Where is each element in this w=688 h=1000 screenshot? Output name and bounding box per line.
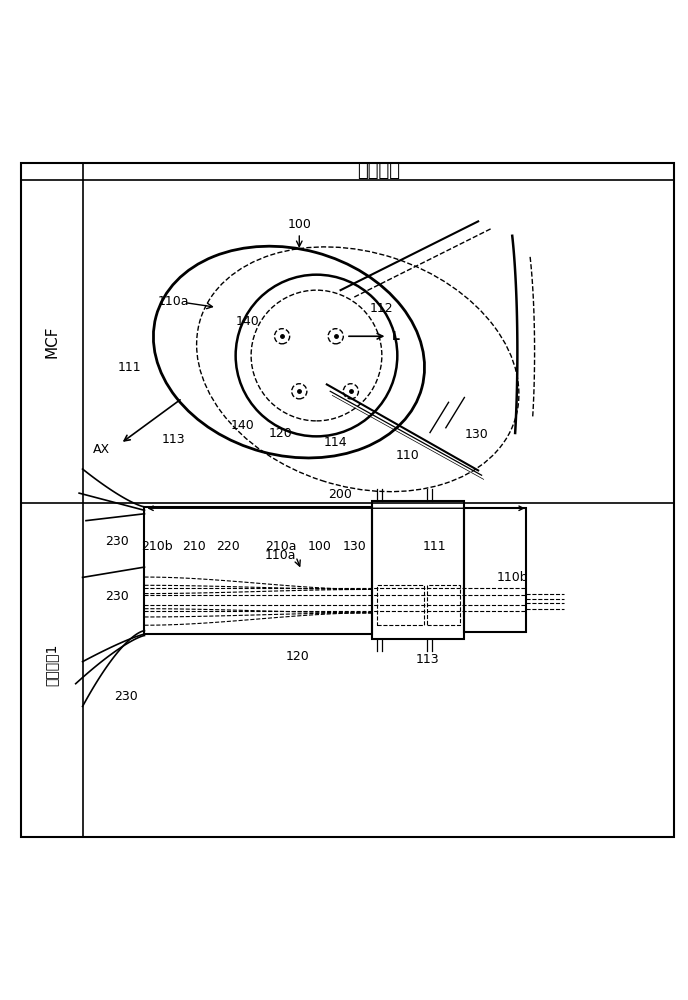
Text: 光组合器1: 光组合器1	[45, 644, 58, 686]
Text: 120: 120	[269, 427, 292, 440]
Text: 120: 120	[286, 650, 309, 663]
Text: 230: 230	[114, 690, 138, 703]
Text: 220: 220	[217, 540, 240, 553]
Text: 基本结构: 基本结构	[357, 162, 400, 180]
Text: 210: 210	[182, 540, 206, 553]
Text: 200: 200	[329, 488, 352, 501]
Text: 110a: 110a	[265, 549, 297, 562]
Text: MCF: MCF	[44, 326, 59, 358]
Text: AX: AX	[94, 443, 110, 456]
Text: 113: 113	[162, 433, 185, 446]
Text: L: L	[392, 330, 400, 343]
Bar	[372, 501, 464, 639]
Text: 113: 113	[416, 653, 440, 666]
Text: 100: 100	[308, 540, 332, 553]
Text: 112: 112	[370, 302, 394, 315]
Text: 130: 130	[464, 428, 488, 441]
Text: 210a: 210a	[265, 540, 297, 553]
Text: 110a: 110a	[158, 295, 189, 308]
Bar	[427, 585, 460, 625]
Bar	[464, 508, 526, 632]
Text: 110: 110	[396, 449, 419, 462]
Text: 111: 111	[118, 361, 141, 374]
Text: 230: 230	[105, 590, 129, 603]
Text: 114: 114	[324, 436, 347, 449]
Bar	[377, 585, 424, 625]
Text: 100: 100	[288, 218, 311, 231]
Bar	[144, 507, 372, 634]
Text: 140: 140	[230, 419, 254, 432]
Text: 140: 140	[236, 315, 259, 328]
Text: 230: 230	[105, 535, 129, 548]
Text: 111: 111	[423, 540, 447, 553]
Text: 110b: 110b	[497, 571, 528, 584]
Text: 210b: 210b	[141, 540, 173, 553]
Text: 130: 130	[343, 540, 366, 553]
